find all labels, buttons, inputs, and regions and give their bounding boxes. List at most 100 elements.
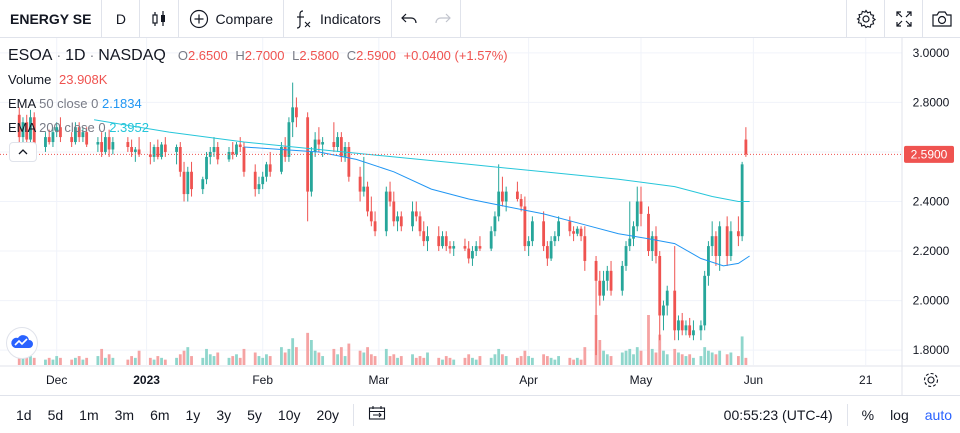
legend-ticker[interactable]: ESOA [8,47,53,64]
divider [846,404,848,426]
candle-body [463,246,467,249]
fullscreen-button[interactable] [884,0,922,38]
ema50-value: 2.1834 [101,96,142,111]
scale-settings-button[interactable] [923,372,939,388]
candle-body [396,216,399,222]
volume-bar [677,352,680,365]
close-value: 2.5900 [356,48,396,63]
candle-body [710,236,714,247]
compare-button[interactable]: Compare [179,0,285,38]
ema200-line [94,119,750,202]
volume-bar [242,348,246,365]
volume-bar [609,356,613,365]
ema50-name: EMA [8,96,36,111]
percent-toggle[interactable]: % [861,407,875,423]
price-tick-label: 2.0000 [913,294,950,308]
volume-bar [411,354,414,365]
timeframe-3m[interactable]: 3m [114,406,135,423]
volume-bar [527,356,531,365]
candle-body [190,171,193,190]
candle-body [186,171,190,195]
candle-body [70,137,74,143]
candle-body [677,320,680,331]
candle-body [392,201,396,222]
price-chart[interactable]: 3.00002.80002.60002.40002.20002.00001.80… [0,38,960,395]
candle-body [133,149,137,152]
volume-bar [74,357,77,365]
chart-type-button[interactable] [140,0,180,38]
candle-body [729,231,733,256]
timeframe-3y[interactable]: 3y [216,406,232,423]
volume-bar [44,359,47,365]
price-tick-label: 1.8000 [913,343,950,357]
volume-bar [583,347,587,365]
candle-body [609,270,613,291]
price-tick-label: 3.0000 [913,46,950,60]
volume-bar [710,352,714,365]
volume-bar [467,354,471,365]
bottom-right-controls: 00:55:23 (UTC-4) % log auto [716,396,960,433]
candle-body [635,201,639,227]
candle-body [148,154,152,157]
volume-bar [190,356,193,365]
clock-display[interactable]: 00:55:23 (UTC-4) [723,407,833,423]
candle-body [527,241,531,247]
snapshot-button[interactable] [922,0,960,38]
volume-bar [336,354,340,365]
price-scale[interactable]: 3.00002.80002.60002.40002.20002.00001.80… [913,46,950,357]
candle-body [549,241,553,259]
volume-legend[interactable]: Volume 23.908K [8,72,107,87]
timeframe-5y[interactable]: 5y [247,406,262,423]
volume-bar [51,359,55,365]
undo-button[interactable] [392,0,426,38]
symbol-search-button[interactable]: ENERGY SE [0,0,103,38]
volume-bar [647,315,650,365]
volume-bar [268,356,272,365]
log-toggle[interactable]: log [890,407,909,423]
tradingview-logo[interactable] [6,327,38,359]
ema200-value: 2.3952 [109,120,149,135]
volume-bar [388,356,392,365]
volume-bar [373,356,377,365]
candle-body [688,325,692,336]
volume-bar [70,359,74,365]
candle-body [501,191,504,202]
candle-body [598,280,602,296]
redo-button[interactable] [426,0,461,38]
timeframe-20y[interactable]: 20y [316,406,340,423]
volume-bar [523,350,527,365]
candle-body [725,226,729,256]
volume-bar [515,357,519,365]
candle-body [414,211,418,217]
candle-body [137,149,141,155]
candle-body [736,231,740,237]
ema50-legend[interactable]: EMA 50 close 0 2.1834 [8,96,142,111]
settings-button[interactable] [846,0,884,38]
timeframe-10y[interactable]: 10y [277,406,301,423]
candle-body [212,147,216,152]
volume-bar [414,357,418,365]
timeframe-1y[interactable]: 1y [185,406,201,423]
candle-body [81,132,85,138]
date-range-button[interactable] [360,405,394,424]
volume-bar [665,354,669,365]
volume-bar [235,354,238,365]
timeframe-6m[interactable]: 6m [150,406,170,423]
candle-body [291,107,295,123]
timeframe-1m[interactable]: 1m [79,406,99,423]
ema200-legend[interactable]: EMA 200 close 0 2.3952 [8,120,149,135]
timeframe-5d[interactable]: 5d [47,406,64,423]
volume-bar [280,347,283,365]
volume-bar [684,356,688,365]
time-scale[interactable]: Dec 2023 Feb Mar Apr May Jun 21 [46,373,873,387]
volume-bar [635,347,639,365]
interval-button[interactable]: D [102,0,141,38]
auto-toggle[interactable]: auto [924,407,952,423]
collapse-legend-button[interactable] [9,142,37,162]
volume-bar [396,357,399,365]
volume-bar [156,356,160,365]
candle-body [658,256,662,316]
indicators-button[interactable]: Indicators [284,0,392,38]
candle-body [411,211,414,227]
timeframe-1d[interactable]: 1d [16,406,32,423]
